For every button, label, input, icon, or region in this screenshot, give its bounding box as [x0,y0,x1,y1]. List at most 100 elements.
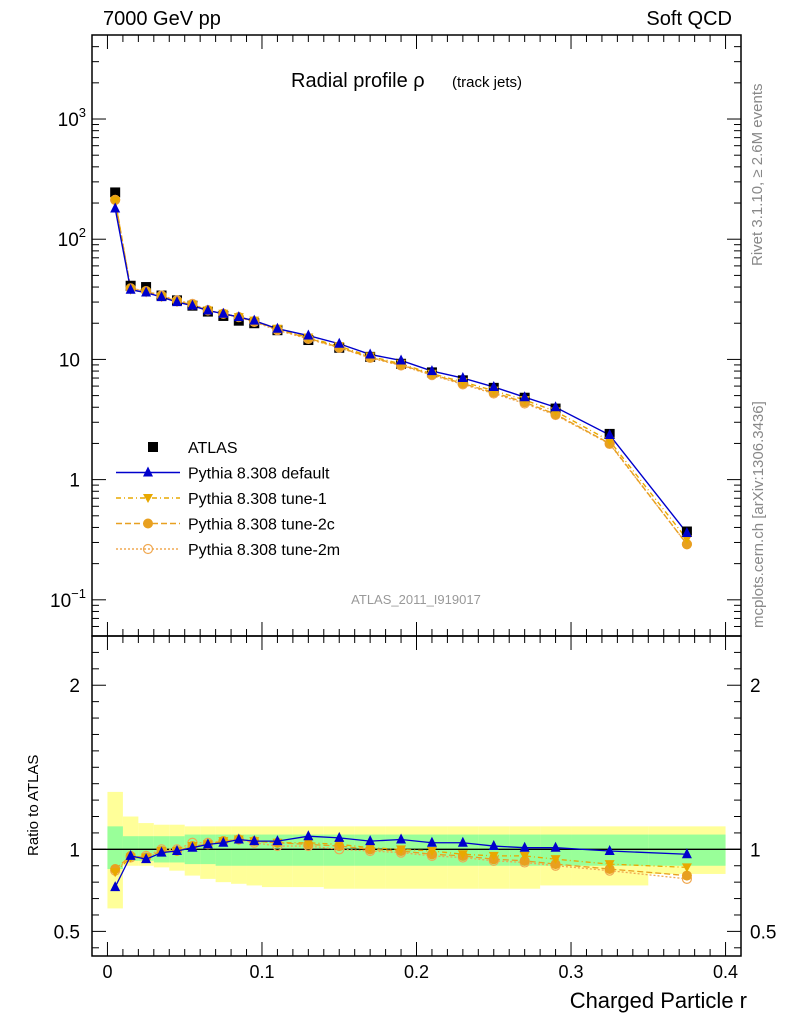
header-left: 7000 GeV pp [103,8,221,30]
ratio-point [272,835,283,846]
x-tick-label: 0.1 [249,962,274,982]
ratio-point [550,855,561,865]
ratio-tick-label: 0.5 [54,922,80,943]
data-point [171,296,182,307]
rivet-label: Rivet 3.1.10, ≥ 2.6M events [749,84,766,267]
data-point [233,311,244,322]
ratio-y-axis-label: Ratio to ATLAS [25,755,42,856]
ratio-point [365,843,376,853]
ratio-line [114,838,687,880]
ratio-point [681,870,692,881]
ratio-point [681,848,692,859]
ratio-tick-label-right: 2 [750,676,761,697]
ratio-point [604,860,615,870]
data-point [187,299,198,310]
mcplots-label: mcplots.cern.ch [arXiv:1306.3436] [750,401,767,628]
ratio-point [550,841,561,852]
ratio-point [303,830,314,841]
x-tick-label: 0 [102,962,112,982]
data-point [125,283,136,294]
legend-marker [143,494,153,503]
ratio-plot [92,830,741,892]
y-tick-label: 10 [59,350,80,371]
ratio-point [396,833,407,844]
ratio-point [125,849,136,860]
chart-title-suffix: (track jets) [452,74,522,91]
data-point [202,304,213,315]
legend-marker [148,442,158,452]
y-tick-label: 1 [69,471,80,492]
ratio-point [519,841,530,852]
ratio-point [519,851,530,861]
ratio-point [233,833,244,844]
ratio-point [457,836,468,847]
ratio-point [110,881,121,892]
ratio-line [114,838,687,877]
ratio-point [141,853,152,864]
ratio-frame [91,635,742,957]
legend-label: Pythia 8.308 default [188,466,330,483]
ratio-point [426,846,437,856]
ratio-point [457,850,468,860]
stat-band [107,826,123,870]
legend-entry: ATLAS [148,440,238,457]
ratio-point [396,845,407,855]
ratio-point [365,835,376,846]
x-axis-label: Charged Particle r [570,988,747,1013]
series-line [114,208,688,534]
x-tick-label: 0.3 [559,962,584,982]
legend-marker [143,466,153,477]
data-point [272,322,283,333]
legend-entry: Pythia 8.308 tune-2c [116,517,335,534]
x-tick-label: 0.2 [404,962,429,982]
ratio-point [202,838,213,849]
ratio-point [334,831,345,842]
legend-label: ATLAS [188,440,238,457]
legend: ATLAS Pythia 8.308 default Pythia 8.308 tu… [116,440,340,559]
x-tick-label: 0.4 [713,962,738,982]
ratio-tick-label: 2 [69,676,80,697]
legend-marker [143,518,153,529]
series-line [114,199,688,545]
ratio-point [156,846,167,857]
ratio-line [114,835,687,888]
ratio-point [303,838,314,848]
data-point [249,314,260,325]
analysis-id: ATLAS_2011_I919017 [351,592,481,607]
data-point [681,539,692,550]
data-point [365,348,376,359]
main-plot [110,187,693,550]
data-point [519,391,530,402]
data-point [426,365,437,376]
data-point [396,354,407,365]
ratio-point [488,840,499,851]
ratio-point [187,841,198,852]
data-point [604,436,615,446]
data-point [550,401,561,412]
data-point [681,535,692,545]
data-point [110,196,121,206]
ratio-point [110,868,121,878]
y-tick-label: 103 [58,105,86,131]
y-tick-label: 102 [58,225,86,251]
series-line [114,199,688,545]
ratio-line [114,838,687,873]
data-point [303,329,314,340]
data-point [218,307,229,318]
ratio-point [681,863,692,873]
legend-marker [142,543,154,555]
ratio-point [488,851,499,861]
chart-title: Radial profile ρ [291,70,425,92]
ratio-point [249,835,260,846]
data-point [156,291,167,302]
data-point [488,380,499,391]
ratio-tick-label-right: 1 [750,840,761,861]
ratio-point [426,836,437,847]
legend-entry: Pythia 8.308 tune-2m [116,542,340,559]
ratio-point [334,840,345,850]
legend-entry: Pythia 8.308 default [116,466,330,483]
legend-label: Pythia 8.308 tune-1 [188,491,327,508]
series-line [114,200,688,540]
ratio-point [218,836,229,847]
